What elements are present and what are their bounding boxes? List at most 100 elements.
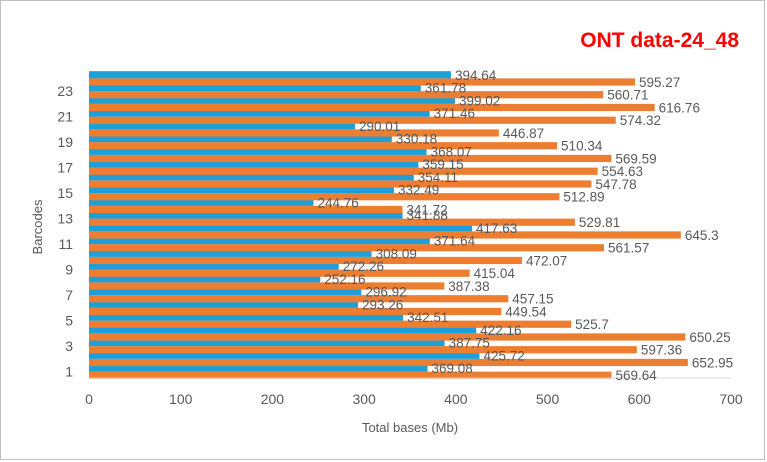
bar-s2-16 <box>89 173 414 181</box>
data-label-s2-8: 252.16 <box>324 272 365 287</box>
data-label-s1-10: 472.07 <box>526 253 567 268</box>
bar-s1-8 <box>89 282 445 290</box>
data-labels: 569.64 369.08 652.95 425.72 597.36 387.75 650.… <box>317 68 733 383</box>
data-label-s2-14: 244.76 <box>317 195 358 210</box>
bar-s2-3 <box>89 338 445 347</box>
data-label-s1-3: 597.36 <box>641 343 682 358</box>
x-tick-label-100: 100 <box>169 391 193 407</box>
data-label-s1-18: 569.59 <box>615 151 656 166</box>
bar-s2-10 <box>89 249 372 257</box>
bar-s2-14 <box>89 198 314 206</box>
bar-s1-7 <box>89 295 509 303</box>
y-axis-title: Barcodes <box>30 199 45 254</box>
x-tick-label-700: 700 <box>719 391 743 407</box>
bar-s1-3 <box>89 346 637 354</box>
data-label-s1-15: 512.89 <box>563 190 604 205</box>
bar-s1-12 <box>89 231 681 239</box>
data-label-s2-16: 354.11 <box>418 170 458 185</box>
data-label-s2-6: 293.26 <box>362 297 403 312</box>
data-label-s2-15: 332.49 <box>398 183 439 198</box>
bar-s1-19 <box>89 142 558 150</box>
data-label-s2-9: 272.26 <box>343 259 384 274</box>
y-tick-label-7: 7 <box>65 287 73 303</box>
bar-s1-17 <box>89 167 598 175</box>
bar-s2-17 <box>89 160 419 168</box>
data-label-s1-21: 574.32 <box>620 113 661 128</box>
data-label-s2-17: 359.15 <box>422 157 463 172</box>
y-tick-label-19: 19 <box>57 134 73 150</box>
bar-s2-8 <box>89 275 321 283</box>
data-label-s2-13: 341.88 <box>407 208 448 223</box>
bar-s1-1 <box>89 371 612 379</box>
bar-s1-13 <box>89 218 575 226</box>
bar-s2-6 <box>89 300 358 308</box>
bar-s2-18 <box>89 147 427 155</box>
data-label-s1-16: 547.78 <box>595 177 636 192</box>
y-tick-label-17: 17 <box>57 160 73 176</box>
data-label-s2-3: 387.75 <box>449 336 490 351</box>
data-label-s2-7: 296.92 <box>365 285 406 300</box>
data-label-s1-19: 510.34 <box>561 139 603 154</box>
data-label-s2-18: 368.07 <box>431 144 472 159</box>
data-label-s1-8: 387.38 <box>448 279 489 294</box>
bar-s2-23 <box>89 83 421 92</box>
bar-s2-5 <box>89 313 404 321</box>
bar-s1-10 <box>89 256 522 265</box>
data-label-s2-5: 342.51 <box>407 310 448 325</box>
bar-s1-16 <box>89 180 592 188</box>
data-label-s2-20: 290.01 <box>359 119 400 134</box>
bar-s1-14 <box>89 205 403 214</box>
y-tick-label-21: 21 <box>57 109 73 125</box>
bar-s2-12 <box>89 224 473 232</box>
data-label-s1-1: 569.64 <box>615 368 657 383</box>
y-tick-label-13: 13 <box>57 211 73 227</box>
bar-s1-5 <box>89 320 572 328</box>
bar-s1-9 <box>89 269 470 277</box>
bar-s2-9 <box>89 262 339 270</box>
bar-s2-15 <box>89 185 394 194</box>
y-tick-label-3: 3 <box>65 338 73 354</box>
x-tick-label-200: 200 <box>261 391 285 407</box>
bar-s1-23 <box>89 91 604 99</box>
data-label-s2-24: 394.64 <box>455 68 497 83</box>
bar-s2-1 <box>89 364 428 372</box>
data-label-s1-14: 341.72 <box>406 202 447 217</box>
bar-s1-21 <box>89 116 616 124</box>
bar-s2-21 <box>89 109 430 117</box>
x-tick-label-500: 500 <box>536 391 560 407</box>
bar-s1-4 <box>89 333 686 341</box>
data-label-s1-20: 446.87 <box>503 126 544 141</box>
data-label-s1-7: 457.15 <box>512 292 553 307</box>
bar-s2-7 <box>89 287 362 296</box>
bar-s2-2 <box>89 351 480 359</box>
data-label-s1-9: 415.04 <box>474 266 516 281</box>
data-label-s1-4: 650.25 <box>689 330 730 345</box>
y-tick-label-1: 1 <box>65 364 73 380</box>
bar-s1-2 <box>89 358 688 367</box>
data-label-s1-24: 595.27 <box>639 75 680 90</box>
data-label-s2-4: 422.16 <box>480 323 521 338</box>
x-tick-labels: 0 100 200 300 400 500 600 700 <box>85 391 743 407</box>
data-label-s1-6: 449.54 <box>505 304 547 319</box>
bar-s1-18 <box>89 154 612 163</box>
bar-s1-11 <box>89 244 605 252</box>
bar-s1-22 <box>89 103 655 112</box>
x-tick-label-600: 600 <box>628 391 652 407</box>
y-tick-label-5: 5 <box>65 313 73 329</box>
bars-group <box>89 71 688 379</box>
data-label-s2-21: 371.46 <box>434 106 475 121</box>
data-label-s1-22: 616.76 <box>659 100 700 115</box>
bar-s1-6 <box>89 307 502 316</box>
bar-s1-15 <box>89 193 560 201</box>
x-tick-label-0: 0 <box>85 391 93 407</box>
data-label-s2-11: 371.64 <box>434 234 476 249</box>
chart-title: ONT data-24_48 <box>580 29 739 52</box>
data-label-s2-23: 361.78 <box>425 81 466 96</box>
bar-s1-24 <box>89 78 635 86</box>
data-label-s1-17: 554.63 <box>602 164 643 179</box>
bar-s2-19 <box>89 134 392 143</box>
bar-s2-13 <box>89 211 403 219</box>
y-tick-label-11: 11 <box>58 236 73 252</box>
